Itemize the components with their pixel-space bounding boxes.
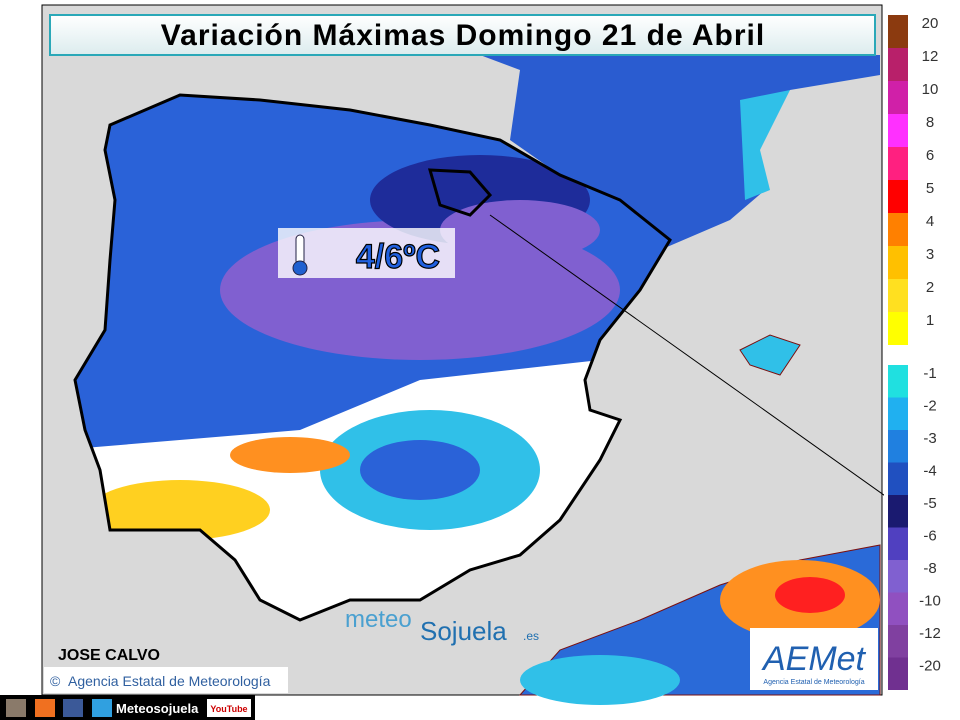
legend-label: 12 <box>922 48 939 65</box>
legend-label: 2 <box>926 279 934 296</box>
author: JOSE CALVO <box>58 647 160 664</box>
legend-label: 10 <box>922 81 939 98</box>
icon-blogger[interactable] <box>35 699 55 717</box>
watermark-meteo: meteo <box>345 606 412 633</box>
la-rioja <box>427 168 493 217</box>
legend-label: -3 <box>923 430 936 447</box>
legend-swatch <box>888 365 908 398</box>
legend-swatch <box>888 279 908 312</box>
legend-swatch <box>888 81 908 114</box>
aemet-logo: AEMet <box>761 640 867 678</box>
legend-label: -10 <box>919 592 941 609</box>
legend-swatch <box>888 495 908 528</box>
credit: Agencia Estatal de Meteorología <box>68 673 271 689</box>
legend-swatch <box>888 430 908 463</box>
title: Variación Máximas Domingo 21 de Abril <box>161 19 765 52</box>
thermometer-bulb <box>292 260 308 276</box>
legend-swatch <box>888 657 908 690</box>
legend-label: 5 <box>926 180 934 197</box>
footer-site[interactable]: Meteosojuela <box>116 701 199 716</box>
legend-label: 1 <box>926 312 934 329</box>
credit-symbol: © <box>50 673 61 689</box>
aemet-subtitle: Agencia Estatal de Meteorología <box>763 679 864 686</box>
france <box>480 55 880 250</box>
legend-label: 8 <box>926 114 934 131</box>
legend-swatch <box>888 147 908 180</box>
legend-swatch <box>888 180 908 213</box>
legend-swatch <box>888 15 908 48</box>
legend-swatch <box>888 246 908 279</box>
watermark-es: .es <box>523 629 539 643</box>
legend-swatch <box>888 462 908 495</box>
africa-cool <box>520 655 680 705</box>
legend-swatch <box>888 213 908 246</box>
youtube-box[interactable] <box>207 699 251 717</box>
legend-label: -2 <box>923 397 936 414</box>
annotation: 4/6ºC <box>356 238 440 276</box>
legend-label: -5 <box>923 495 936 512</box>
pointer-line <box>489 214 906 511</box>
credit-box <box>44 667 288 693</box>
zone-yellow <box>90 480 270 540</box>
aemet-box <box>750 628 878 690</box>
youtube[interactable]: YouTube <box>210 704 247 714</box>
icon-facebook[interactable] <box>63 699 83 717</box>
legend-swatch <box>888 592 908 625</box>
legend: 20 12 10 8 6 5 4 3 2 1 -1 -2 -3 -4 -5 -6 -8 -10 -12 -20 <box>884 5 960 695</box>
legend-label: -1 <box>923 365 936 382</box>
annotation-box <box>278 228 455 278</box>
title-box <box>49 14 876 56</box>
legend-label: -8 <box>923 560 936 577</box>
legend-swatch <box>888 560 908 593</box>
icon-instagram[interactable] <box>6 699 26 717</box>
watermark-sojuela: Sojuela <box>420 616 507 646</box>
legend-label: -4 <box>923 462 936 479</box>
legend-label: 20 <box>922 15 939 32</box>
baleares <box>739 334 801 376</box>
legend-label: 6 <box>926 147 934 164</box>
legend-swatch <box>888 397 908 430</box>
legend-swatch <box>888 48 908 81</box>
legend-swatch <box>888 625 908 658</box>
icon-twitter[interactable] <box>92 699 112 717</box>
legend-label: 4 <box>926 213 934 230</box>
legend-swatch <box>888 114 908 147</box>
legend-label: -6 <box>923 527 936 544</box>
zone-blue-s <box>360 440 480 500</box>
legend-label: -12 <box>919 625 941 642</box>
zone-purple-2 <box>440 200 600 260</box>
legend-swatch <box>888 527 908 560</box>
legend-swatch <box>888 312 908 345</box>
france-coast <box>740 90 790 200</box>
legend-label: 3 <box>926 246 934 263</box>
zone-orange <box>230 437 350 473</box>
coastline <box>73 93 672 622</box>
africa-hot <box>775 577 845 613</box>
legend-label: -20 <box>919 657 941 674</box>
